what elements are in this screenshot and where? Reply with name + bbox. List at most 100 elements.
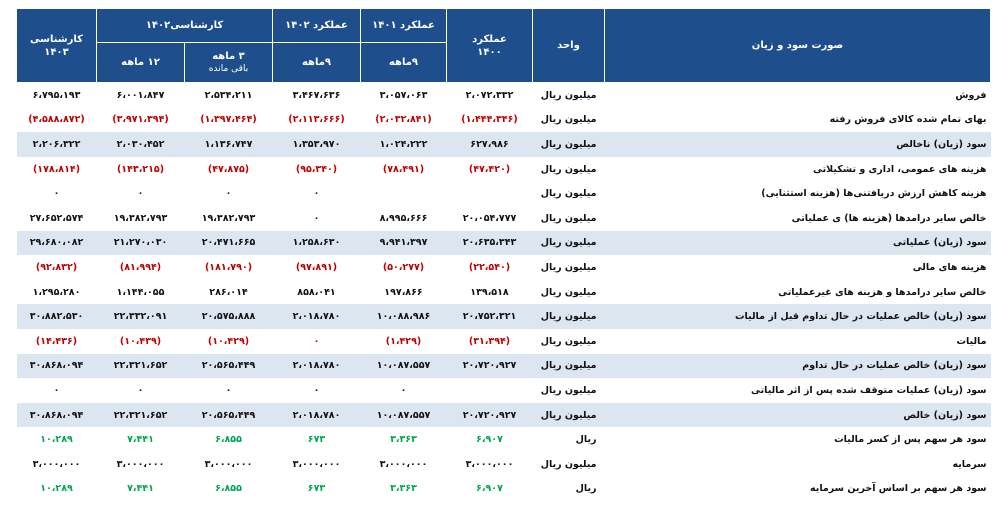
- table-row: سود هر سهم بر اساس آخرین سرمایه ریال ۶،۹۰۷…: [17, 477, 991, 502]
- cell-fy1400: ۲،۰۷۲،۳۳۲: [465, 89, 514, 101]
- cell-fy1401: ۱۹۷،۸۶۶: [384, 286, 423, 298]
- row-unit: ریال: [575, 434, 597, 446]
- cell-est1403: ۲۹،۶۸۰،۰۸۲: [16, 230, 97, 256]
- cell-est1402-12m: ۲،۰۳۰،۴۵۲: [96, 132, 185, 157]
- cell-fy1400: [447, 378, 533, 403]
- table-header: صورت سود و زیان واحد عملکرد ۱۴۰۰ عملکرد …: [16, 8, 991, 83]
- header-unit: واحد: [532, 8, 605, 83]
- cell-est1402-12m: ۶،۰۰۱،۸۴۷: [116, 89, 165, 101]
- table-row: سود (زیان) خالص عملیات در حال تداوم میلیو…: [16, 353, 991, 379]
- row-label: خالص سایر درامدها و هزینه های غیرعملیاتی: [778, 286, 987, 298]
- cell-est1402-remaining: (۱،۳۹۷،۴۶۴): [200, 114, 257, 126]
- header-est1403-line1: کارشناسی: [30, 33, 83, 45]
- row-label: سود (زیان) ناخالص: [604, 132, 991, 157]
- cell-est1403: ۳۰،۸۶۸،۰۹۴: [16, 402, 97, 428]
- table-row: فروش میلیون ریال ۲،۰۷۲،۳۳۲ ۳،۰۵۷،۰۶۳ ۳،۴۶۷،۶…: [17, 83, 991, 108]
- cell-fy1402: ۰: [313, 212, 320, 224]
- cell-fy1402: ۰: [313, 335, 320, 347]
- cell-fy1402: ۱،۲۵۸،۶۳۰: [272, 230, 361, 256]
- cell-est1402-12m: ۲۲،۳۲۱،۶۵۲: [96, 353, 185, 379]
- cell-fy1402: ۸۵۸،۰۴۱: [297, 286, 336, 298]
- cell-est1403: ۰: [53, 384, 60, 396]
- header-est1402-remaining-line1: ۳ ماهه: [212, 50, 245, 62]
- table-row: هزینه های مالی میلیون ریال (۲۲،۵۴۰) (۵۰،۲۷۷…: [17, 255, 991, 280]
- header-fy1402-sub: ۹ماهه: [272, 42, 361, 83]
- cell-est1402-12m: ۲۲،۳۳۲،۰۹۱: [96, 304, 185, 329]
- cell-est1403: ۱۰،۲۸۹: [40, 483, 73, 495]
- cell-fy1401: ۱۰،۰۸۸،۹۸۶: [360, 304, 447, 329]
- cell-est1403: (۱۷۸،۸۱۴): [32, 163, 81, 175]
- cell-fy1401: ۸،۹۹۵،۶۶۶: [379, 212, 428, 224]
- row-unit: میلیون ریال: [540, 384, 597, 396]
- header-est1402-remaining-line2: باقی مانده: [208, 63, 249, 74]
- cell-fy1400: [447, 181, 533, 206]
- row-unit: میلیون ریال: [540, 114, 597, 126]
- cell-fy1402: ۶۷۳: [307, 483, 326, 495]
- cell-est1402-12m: ۷،۴۴۱: [127, 434, 154, 446]
- cell-est1402-remaining: ۰: [225, 384, 232, 396]
- cell-est1402-remaining: (۱۰،۴۲۹): [207, 335, 250, 347]
- cell-est1402-12m: ۲۱،۲۷۰،۰۳۰: [96, 230, 185, 256]
- cell-est1402-remaining: ۲،۵۳۴،۲۱۱: [204, 89, 253, 101]
- row-label: سود (زیان) خالص عملیات در حال تداوم قبل …: [604, 304, 991, 329]
- cell-est1403: (۹۲،۸۳۲): [35, 261, 78, 273]
- cell-fy1401: ۹،۹۴۱،۳۹۷: [360, 230, 447, 256]
- row-label: مالیات: [956, 335, 987, 347]
- cell-fy1401: (۷۸،۴۹۱): [382, 163, 425, 175]
- cell-est1403: ۳۰،۸۶۸،۰۹۴: [16, 353, 97, 379]
- cell-est1402-12m: ۳،۰۰۰،۰۰۰: [116, 458, 165, 470]
- cell-fy1400: ۲۰،۷۲۰،۹۲۷: [446, 353, 533, 379]
- cell-est1403: ۲،۲۰۶،۳۲۲: [16, 132, 97, 157]
- cell-fy1402: ۰: [313, 384, 320, 396]
- cell-est1402-remaining: (۱۸۱،۷۹۰): [204, 261, 253, 273]
- row-label: فروش: [955, 89, 987, 101]
- cell-fy1402: ۲،۰۱۸،۷۸۰: [272, 304, 361, 329]
- cell-est1402-12m: (۱۴۳،۲۱۵): [116, 163, 165, 175]
- header-est1403: کارشناسی ۱۴۰۳: [16, 8, 97, 83]
- row-label: هزینه کاهش ارزش دریافتنی‌ها (هزینه استثن…: [761, 188, 987, 200]
- cell-fy1400: (۱،۴۴۴،۳۴۶): [461, 114, 518, 126]
- cell-fy1401: ۳،۰۰۰،۰۰۰: [379, 458, 428, 470]
- cell-fy1402: (۲،۱۱۳،۶۶۶): [288, 114, 345, 126]
- cell-est1403: (۱۴،۴۳۶): [35, 335, 78, 347]
- header-fy1401-sub: ۹ماهه: [360, 42, 447, 83]
- row-label: سود (زیان) خالص عملیات در حال تداوم: [604, 353, 991, 379]
- cell-fy1401: (۲،۰۳۲،۸۴۱): [375, 114, 432, 126]
- table-row: سود (زیان) عملیات متوقف شده پس از اثر ما…: [17, 378, 991, 403]
- cell-est1402-remaining: ۳،۰۰۰،۰۰۰: [204, 458, 253, 470]
- income-statement: صورت سود و زیان واحد عملکرد ۱۴۰۰ عملکرد …: [16, 8, 991, 502]
- table-row: سود (زیان) خالص عملیات در حال تداوم قبل …: [16, 304, 991, 329]
- cell-est1402-12m: ۱،۱۴۴،۰۵۵: [116, 286, 165, 298]
- cell-est1402-12m: (۸۱،۹۹۴): [119, 261, 162, 273]
- row-unit: میلیون ریال: [540, 89, 597, 101]
- cell-est1402-remaining: ۲۰،۵۷۵،۸۸۸: [184, 304, 273, 329]
- row-unit: میلیون ریال: [532, 353, 605, 379]
- cell-est1402-remaining: ۱،۱۳۶،۷۴۷: [184, 132, 273, 157]
- row-unit: ریال: [575, 483, 597, 495]
- table-row: سود هر سهم پس از کسر مالیات ریال ۶،۹۰۷ ۳،۳۶…: [17, 427, 991, 452]
- row-label: سود هر سهم پس از کسر مالیات: [834, 434, 987, 446]
- table-row: هزینه کاهش ارزش دریافتنی‌ها (هزینه استثن…: [17, 181, 991, 206]
- cell-fy1401: ۰: [400, 384, 407, 396]
- cell-est1403: ۲۷،۶۵۲،۵۷۴: [29, 212, 84, 224]
- cell-fy1400: ۱۳۹،۵۱۸: [470, 286, 509, 298]
- row-unit: میلیون ریال: [540, 261, 597, 273]
- cell-est1402-12m: (۱۰،۴۳۹): [119, 335, 162, 347]
- row-label: هزینه های عمومی، اداری و تشکیلاتی: [812, 163, 987, 175]
- row-label: بهای تمام شده کالای فروش رفته: [829, 114, 987, 126]
- cell-fy1400: ۶،۹۰۷: [476, 434, 503, 446]
- cell-est1402-remaining: ۲۰،۵۶۵،۴۴۹: [184, 353, 273, 379]
- cell-fy1400: ۳،۰۰۰،۰۰۰: [465, 458, 514, 470]
- cell-fy1401: (۱،۴۲۹): [385, 335, 422, 347]
- cell-est1402-remaining: ۶،۸۵۵: [215, 434, 242, 446]
- row-label: سود هر سهم بر اساس آخرین سرمایه: [810, 483, 987, 495]
- row-label: سرمایه: [952, 458, 987, 470]
- cell-est1402-12m: ۲۲،۳۲۱،۶۵۲: [96, 402, 185, 428]
- cell-fy1402: (۹۵،۳۴۰): [295, 163, 338, 175]
- row-unit: میلیون ریال: [540, 163, 597, 175]
- table-row: خالص سایر درامدها و هزینه های غیرعملیاتی…: [17, 280, 991, 305]
- cell-est1402-12m: ۰: [137, 188, 144, 200]
- cell-est1402-remaining: ۱۹،۳۸۲،۷۹۳: [201, 212, 256, 224]
- cell-est1402-remaining: (۴۷،۸۷۵): [207, 163, 250, 175]
- cell-est1403: ۱۰،۲۸۹: [40, 434, 73, 446]
